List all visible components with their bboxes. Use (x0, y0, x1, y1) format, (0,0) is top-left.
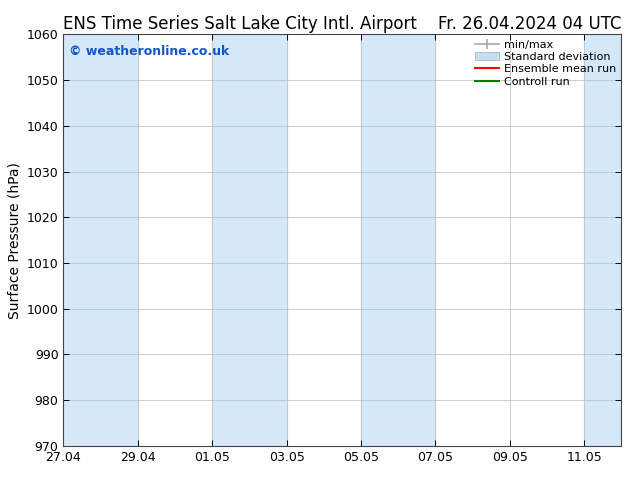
Text: ENS Time Series Salt Lake City Intl. Airport: ENS Time Series Salt Lake City Intl. Air… (63, 15, 417, 33)
Bar (361, 34, 436, 446)
Bar (63, 34, 138, 446)
Bar (584, 34, 621, 446)
Text: © weatheronline.co.uk: © weatheronline.co.uk (69, 45, 230, 58)
Y-axis label: Surface Pressure (hPa): Surface Pressure (hPa) (7, 162, 21, 318)
Bar (212, 34, 287, 446)
Text: Fr. 26.04.2024 04 UTC: Fr. 26.04.2024 04 UTC (438, 15, 621, 33)
Legend: min/max, Standard deviation, Ensemble mean run, Controll run: min/max, Standard deviation, Ensemble me… (472, 38, 618, 89)
